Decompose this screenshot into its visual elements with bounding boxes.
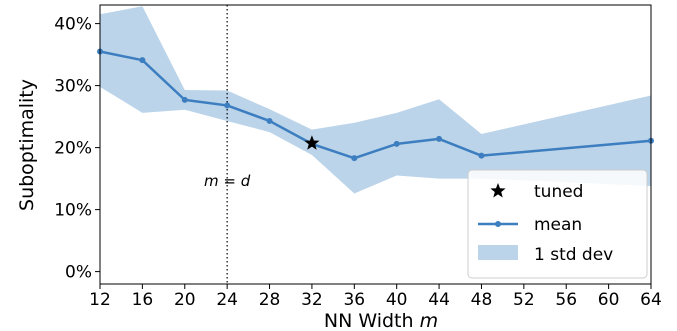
x-tick-label: 28 xyxy=(259,290,281,310)
vline-annotation: m = d xyxy=(204,172,251,190)
mean-point xyxy=(436,135,443,142)
y-tick-label: 10% xyxy=(54,201,92,221)
legend-band-swatch-icon xyxy=(478,245,518,260)
y-axis-label: Suboptimality xyxy=(16,79,38,211)
legend: tuned mean 1 std dev xyxy=(467,169,648,279)
axes-frame xyxy=(99,4,652,285)
x-tick-label: 48 xyxy=(471,290,493,310)
mean-point xyxy=(393,140,400,147)
mean-point xyxy=(181,96,188,103)
x-tick-label: 56 xyxy=(555,290,577,310)
legend-label-tuned: tuned xyxy=(534,182,583,202)
x-tick-label: 36 xyxy=(343,290,365,310)
tuned-marker-layer xyxy=(304,135,320,150)
std-dev-band-layer xyxy=(100,6,651,194)
y-tick-label: 30% xyxy=(54,77,92,97)
x-tick-label: 16 xyxy=(132,290,154,310)
mean-point xyxy=(478,152,485,159)
mean-point xyxy=(224,102,231,109)
tick-layer: 12 16 20 24 28 32 36 40 44 48 52 56 60 64 0% 10% 20% 30% 4… xyxy=(54,15,662,310)
y-tick-label: 20% xyxy=(54,139,92,159)
mean-point xyxy=(139,57,146,64)
legend-label-std: 1 std dev xyxy=(534,245,613,265)
legend-dot-icon xyxy=(495,221,501,227)
legend-star-icon xyxy=(490,183,506,198)
x-tick-label: 52 xyxy=(513,290,535,310)
tuned-marker xyxy=(304,135,320,150)
x-tick-label: 12 xyxy=(89,290,111,310)
x-tick-label: 44 xyxy=(428,290,450,310)
x-tick-label: 40 xyxy=(386,290,408,310)
mean-point xyxy=(351,155,358,162)
y-tick-label: 40% xyxy=(54,15,92,35)
x-axis-label: NN Width m xyxy=(324,310,438,331)
legend-label-mean: mean xyxy=(534,215,582,235)
x-tick-label: 20 xyxy=(174,290,196,310)
x-tick-label: 64 xyxy=(640,290,662,310)
mean-point xyxy=(266,117,273,124)
y-tick-label: 0% xyxy=(65,263,92,283)
x-tick-label: 60 xyxy=(598,290,620,310)
x-tick-label: 32 xyxy=(301,290,323,310)
x-tick-label: 24 xyxy=(216,290,238,310)
axes-frame-rect xyxy=(99,4,652,285)
std-dev-band xyxy=(100,6,651,194)
